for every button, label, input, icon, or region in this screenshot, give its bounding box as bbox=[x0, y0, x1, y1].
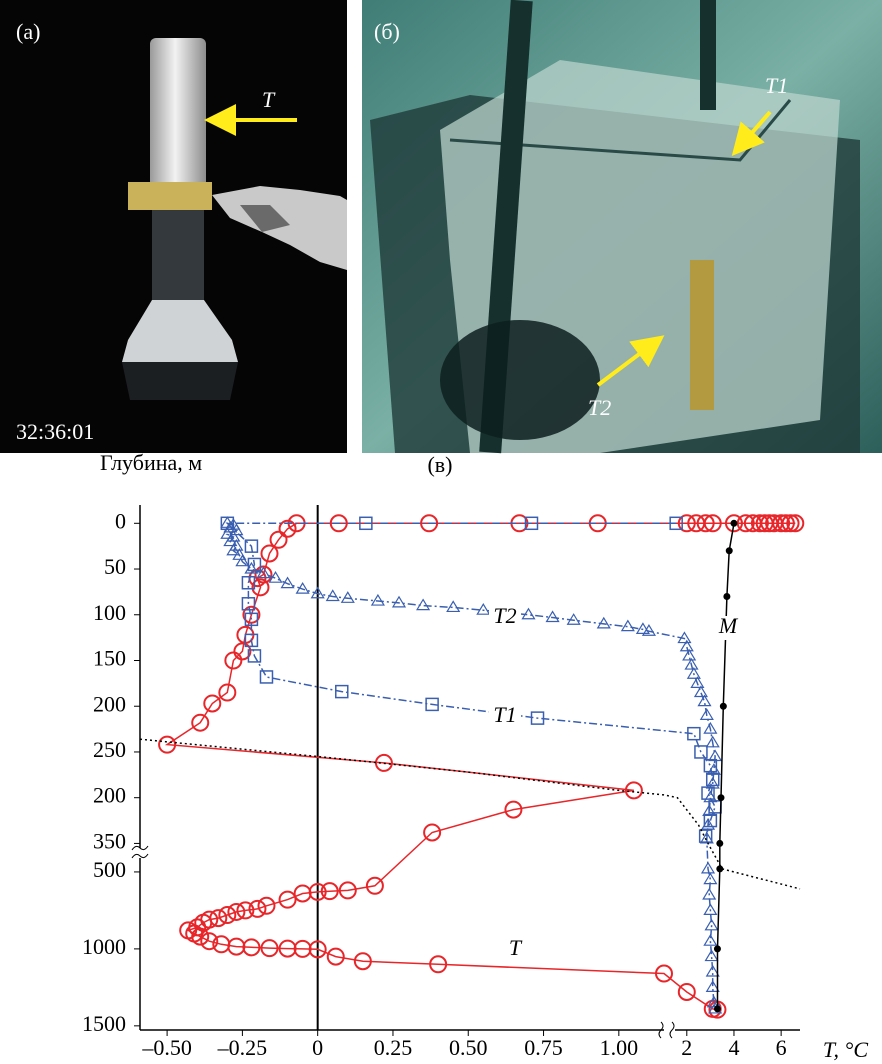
point bbox=[547, 612, 559, 622]
x-tick-label: 0.50 bbox=[449, 1035, 488, 1060]
y-tick-label: 250 bbox=[93, 737, 126, 762]
x-tick-label: –0.50 bbox=[141, 1035, 192, 1060]
annotation: T2 bbox=[588, 395, 611, 420]
series-line bbox=[140, 739, 800, 889]
point bbox=[727, 548, 732, 553]
series-line bbox=[227, 523, 715, 1009]
chart: Глубина, м (в) T, °C –0.50 –0.25 0 0.25 0.50… bbox=[82, 450, 868, 1062]
point bbox=[342, 592, 354, 602]
point bbox=[622, 621, 634, 631]
x-tick-label: 0.75 bbox=[524, 1035, 563, 1060]
x-tick-label: 0.25 bbox=[374, 1035, 413, 1060]
x-axis-label: T, °C bbox=[823, 1037, 868, 1062]
series-label: T bbox=[509, 935, 523, 960]
point bbox=[717, 866, 722, 871]
y-tick-label: 200 bbox=[93, 691, 126, 716]
timestamp: 32:36:01 bbox=[16, 419, 94, 444]
y-tick-label: 150 bbox=[93, 646, 126, 671]
page: T (а) 32:36:01 T1 T2 (б) Глубина, м (в) … bbox=[0, 0, 882, 1064]
x-tick-label: 1.00 bbox=[600, 1035, 639, 1060]
x-tick-label: –0.25 bbox=[217, 1035, 268, 1060]
point bbox=[724, 594, 729, 599]
y-axis-label: Глубина, м bbox=[100, 450, 202, 475]
panel-label: (б) bbox=[374, 19, 400, 44]
series-label: M bbox=[718, 613, 739, 638]
point bbox=[372, 595, 384, 605]
figure: T (а) 32:36:01 T1 T2 (б) Глубина, м (в) … bbox=[0, 0, 882, 1064]
y-tick-label: 50 bbox=[104, 554, 126, 579]
panel-label: (а) bbox=[16, 19, 40, 44]
y-tick-label: 100 bbox=[93, 600, 126, 625]
axis-break bbox=[132, 846, 148, 858]
photo-a: T (а) 32:36:01 bbox=[0, 0, 347, 453]
x-tick-label: 6 bbox=[776, 1035, 787, 1060]
point bbox=[715, 946, 720, 951]
y-tick-label: 0 bbox=[115, 508, 126, 533]
x-tick-label: 2 bbox=[681, 1035, 692, 1060]
y-tick-label: 200 bbox=[93, 783, 126, 808]
panel-label: (в) bbox=[427, 452, 452, 477]
y-tick-label: 1000 bbox=[82, 934, 126, 959]
x-tick-label: 0 bbox=[312, 1035, 323, 1060]
point bbox=[700, 830, 712, 842]
series-label: T2 bbox=[493, 603, 516, 628]
point bbox=[721, 704, 726, 709]
point bbox=[282, 578, 294, 588]
y-tick-label: 500 bbox=[93, 857, 126, 882]
point bbox=[447, 601, 459, 611]
point bbox=[260, 671, 272, 683]
point bbox=[695, 687, 707, 697]
axis-break bbox=[659, 1022, 674, 1038]
annotation: T1 bbox=[765, 73, 788, 98]
annotation: T bbox=[262, 87, 276, 112]
photo-b: T1 T2 (б) bbox=[362, 0, 882, 453]
point bbox=[731, 521, 736, 526]
y-tick-label: 350 bbox=[93, 828, 126, 853]
y-tick-label: 1500 bbox=[82, 1011, 126, 1036]
point bbox=[715, 1006, 720, 1011]
point bbox=[717, 841, 722, 846]
point bbox=[709, 801, 721, 813]
point bbox=[718, 795, 723, 800]
series-label: T1 bbox=[493, 702, 516, 727]
x-tick-label: 4 bbox=[728, 1035, 739, 1060]
